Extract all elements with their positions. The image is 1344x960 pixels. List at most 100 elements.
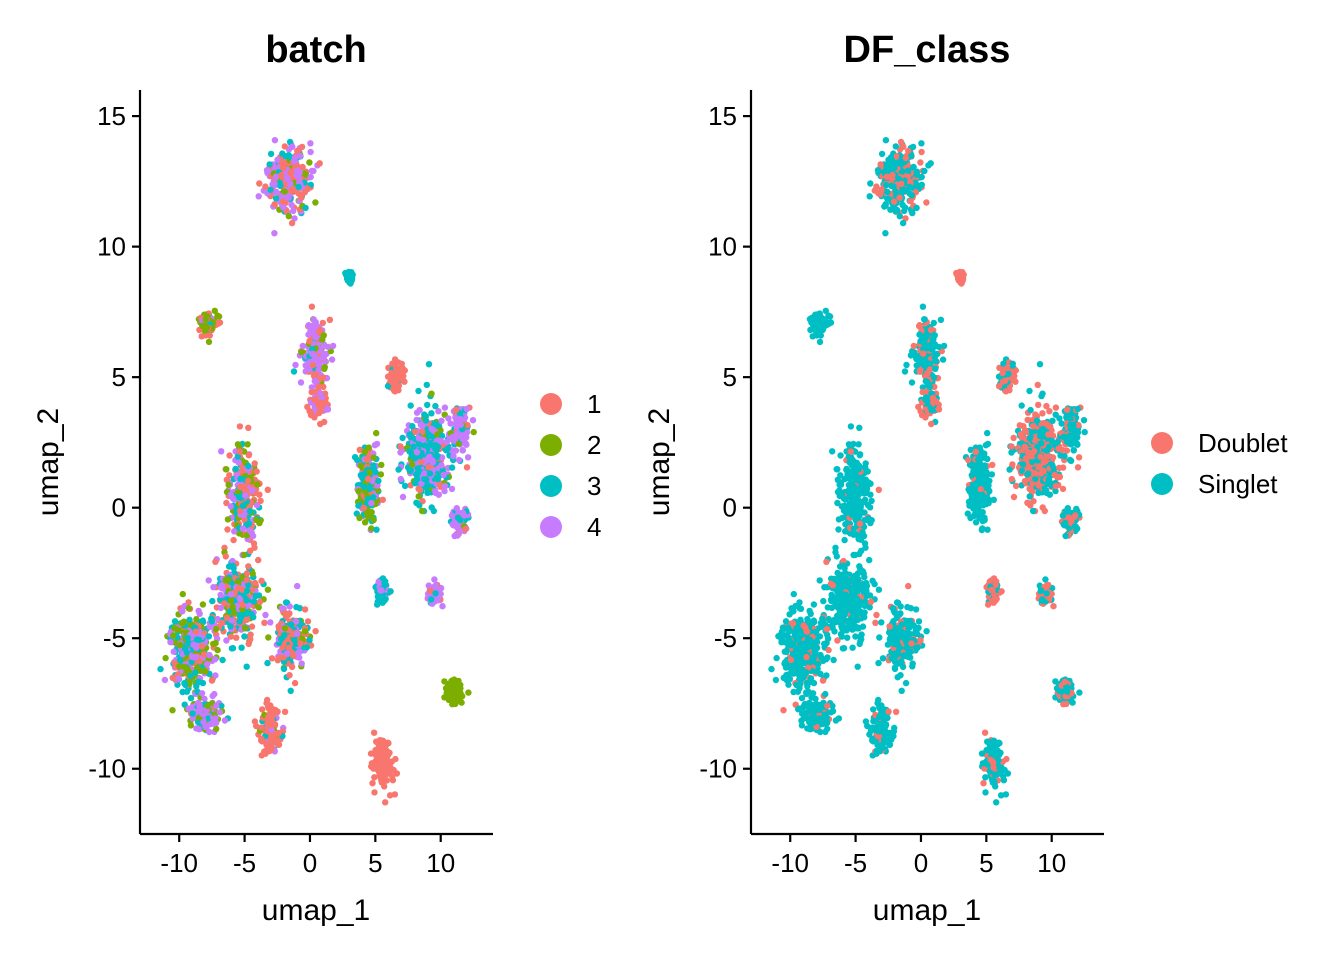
data-point — [909, 349, 916, 356]
data-point — [244, 441, 251, 448]
data-point — [448, 485, 456, 493]
data-point — [891, 164, 898, 172]
data-point — [264, 659, 271, 667]
data-point — [235, 459, 242, 466]
data-point — [406, 431, 413, 438]
data-point — [1062, 532, 1069, 540]
data-point — [430, 507, 437, 515]
data-point — [391, 377, 398, 384]
data-point — [321, 365, 328, 372]
data-point — [928, 420, 935, 428]
data-point — [208, 615, 215, 622]
data-point — [401, 378, 408, 385]
data-point — [981, 516, 988, 524]
data-point — [918, 173, 925, 181]
data-point — [955, 274, 963, 281]
data-point — [1020, 423, 1027, 430]
data-point — [281, 188, 288, 195]
data-point — [200, 651, 208, 658]
data-point — [356, 514, 363, 522]
data-point — [457, 516, 464, 524]
data-point — [291, 679, 299, 687]
data-point — [187, 694, 195, 702]
data-point — [279, 159, 286, 167]
data-point — [230, 536, 237, 544]
data-point — [179, 590, 186, 598]
data-point — [285, 644, 293, 651]
data-point — [308, 303, 316, 310]
data-point — [415, 387, 422, 395]
data-point — [814, 324, 822, 331]
data-point — [414, 470, 421, 477]
data-point — [214, 646, 221, 654]
data-point — [266, 161, 273, 168]
data-point — [232, 465, 239, 473]
data-point — [274, 708, 281, 715]
data-point — [211, 690, 218, 698]
data-point — [418, 507, 426, 515]
data-point — [301, 628, 309, 635]
legend-label: 1 — [587, 389, 601, 419]
data-point — [1048, 437, 1056, 444]
data-point — [227, 633, 235, 640]
data-point — [293, 630, 301, 637]
data-point — [261, 619, 268, 626]
data-point — [306, 337, 313, 345]
data-point — [397, 443, 404, 450]
data-point — [176, 663, 183, 670]
data-point — [1051, 471, 1058, 479]
data-point — [381, 581, 388, 588]
data-point — [435, 408, 442, 415]
data-point — [310, 167, 317, 175]
data-point — [1002, 377, 1009, 384]
data-point — [315, 383, 322, 390]
data-point — [463, 464, 471, 471]
data-point — [452, 521, 459, 528]
data-point — [416, 406, 423, 414]
legend-label: 2 — [587, 430, 601, 460]
data-point — [312, 199, 319, 206]
data-point — [919, 303, 927, 310]
data-point — [424, 482, 432, 489]
data-point — [399, 434, 406, 442]
point-cluster — [261, 582, 319, 694]
data-point — [169, 674, 176, 682]
data-point — [386, 765, 394, 773]
y-tick-label: 5 — [112, 362, 126, 392]
data-point — [421, 411, 428, 418]
data-point — [371, 789, 378, 796]
data-point — [1027, 406, 1034, 414]
data-point — [286, 672, 293, 679]
data-point — [272, 195, 280, 202]
data-point — [1054, 438, 1062, 445]
data-point — [883, 195, 891, 202]
data-point — [288, 168, 295, 175]
data-point — [463, 405, 470, 413]
data-point — [285, 194, 292, 201]
data-point — [291, 154, 298, 162]
data-point — [262, 611, 269, 619]
data-point — [221, 717, 229, 724]
data-point — [370, 494, 377, 501]
data-point — [295, 183, 302, 191]
data-point — [902, 154, 909, 162]
data-point — [927, 326, 935, 334]
data-point — [383, 771, 390, 778]
data-point — [1026, 493, 1033, 500]
data-point — [311, 378, 318, 385]
data-point — [896, 194, 903, 201]
data-point — [290, 207, 297, 215]
data-point — [210, 584, 217, 591]
data-point — [972, 470, 979, 477]
data-point — [170, 632, 177, 639]
point-cluster — [447, 505, 472, 540]
y-tick-label: -10 — [88, 754, 126, 784]
data-point — [457, 421, 464, 428]
legend-label: 3 — [587, 471, 601, 501]
data-point — [1043, 489, 1050, 497]
data-point — [278, 171, 285, 179]
data-point — [1044, 452, 1052, 460]
data-point — [423, 381, 430, 389]
data-point — [238, 467, 246, 475]
